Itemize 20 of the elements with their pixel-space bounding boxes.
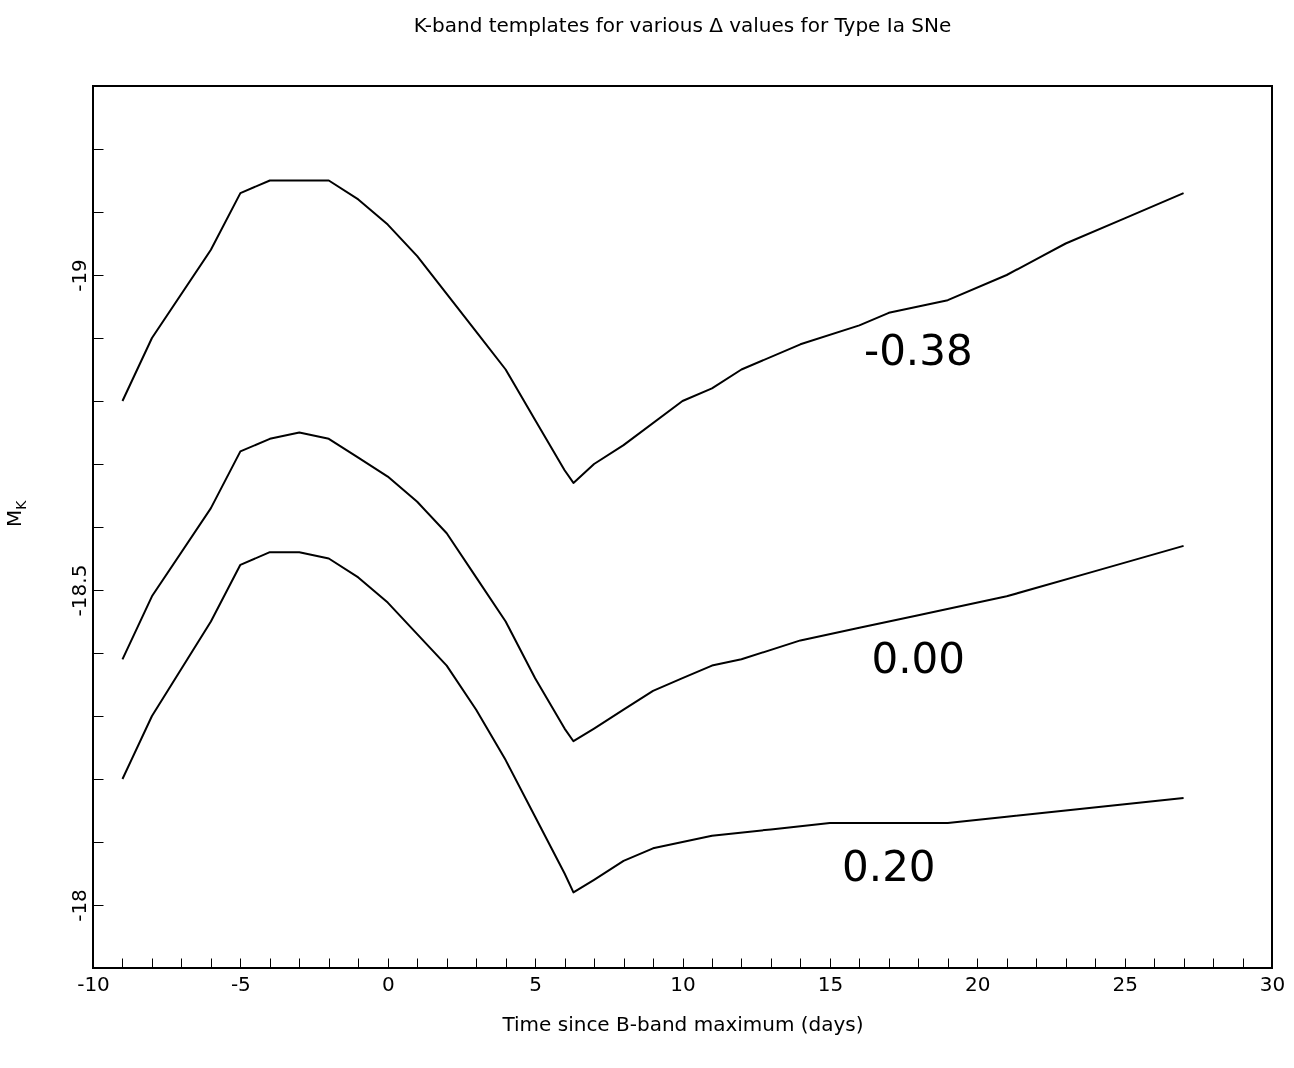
line-series <box>121 179 1185 484</box>
y-tick-label: -18.5 <box>66 564 91 617</box>
series-label: 0.20 <box>842 842 936 892</box>
x-tick-label: 15 <box>817 971 844 996</box>
x-tick-label: 10 <box>670 971 696 996</box>
x-tick-label: 30 <box>1259 971 1286 996</box>
line-series <box>121 551 1185 894</box>
series-label: -0.38 <box>863 325 973 375</box>
y-tick-label: -19 <box>66 259 91 292</box>
x-tick-label: -10 <box>77 971 110 996</box>
chart-title: K-band templates for various Δ values for Type Ia SNe <box>413 13 952 37</box>
x-tick-label: 20 <box>965 971 991 996</box>
series-label: 0.00 <box>871 634 966 684</box>
x-tick-label: 25 <box>1112 971 1138 996</box>
x-tick-label: 5 <box>529 971 542 996</box>
x-axis-title: Time since B-band maximum (days) <box>501 1011 864 1036</box>
x-tick-label: -5 <box>230 971 251 996</box>
y-tick-label: -18 <box>66 889 91 922</box>
line-series <box>121 431 1185 743</box>
x-tick-label: 0 <box>381 971 395 996</box>
